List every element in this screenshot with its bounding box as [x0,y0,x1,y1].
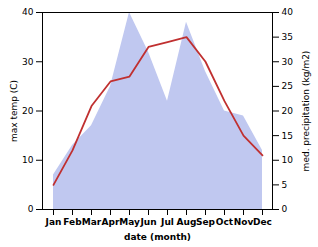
svg-text:30: 30 [22,57,34,67]
svg-text:Dec: Dec [253,217,272,227]
svg-text:0: 0 [282,204,288,214]
svg-text:Jan: Jan [45,217,62,227]
svg-text:med. precipitation (kg/m2): med. precipitation (kg/m2) [301,51,311,172]
svg-text:Jun: Jun [139,217,156,227]
svg-text:30: 30 [282,57,294,67]
svg-text:10: 10 [22,155,34,165]
svg-text:20: 20 [22,106,34,116]
svg-text:Nov: Nov [234,217,254,227]
svg-text:Feb: Feb [63,217,82,227]
svg-text:Oct: Oct [216,217,234,227]
svg-text:35: 35 [282,32,293,42]
svg-text:40: 40 [282,7,294,17]
svg-text:May: May [119,217,140,227]
svg-text:Aug: Aug [177,217,197,227]
svg-text:Jul: Jul [160,217,174,227]
svg-text:0: 0 [28,204,34,214]
svg-text:Sep: Sep [196,217,216,227]
svg-text:Mar: Mar [82,217,102,227]
svg-text:15: 15 [282,131,293,141]
svg-text:5: 5 [282,180,288,190]
svg-text:Apr: Apr [102,217,120,227]
svg-text:10: 10 [282,155,294,165]
svg-text:20: 20 [282,106,294,116]
svg-text:max temp (C): max temp (C) [9,80,19,142]
svg-text:40: 40 [22,7,34,17]
svg-text:25: 25 [282,81,293,91]
svg-text:date (month): date (month) [124,232,191,242]
